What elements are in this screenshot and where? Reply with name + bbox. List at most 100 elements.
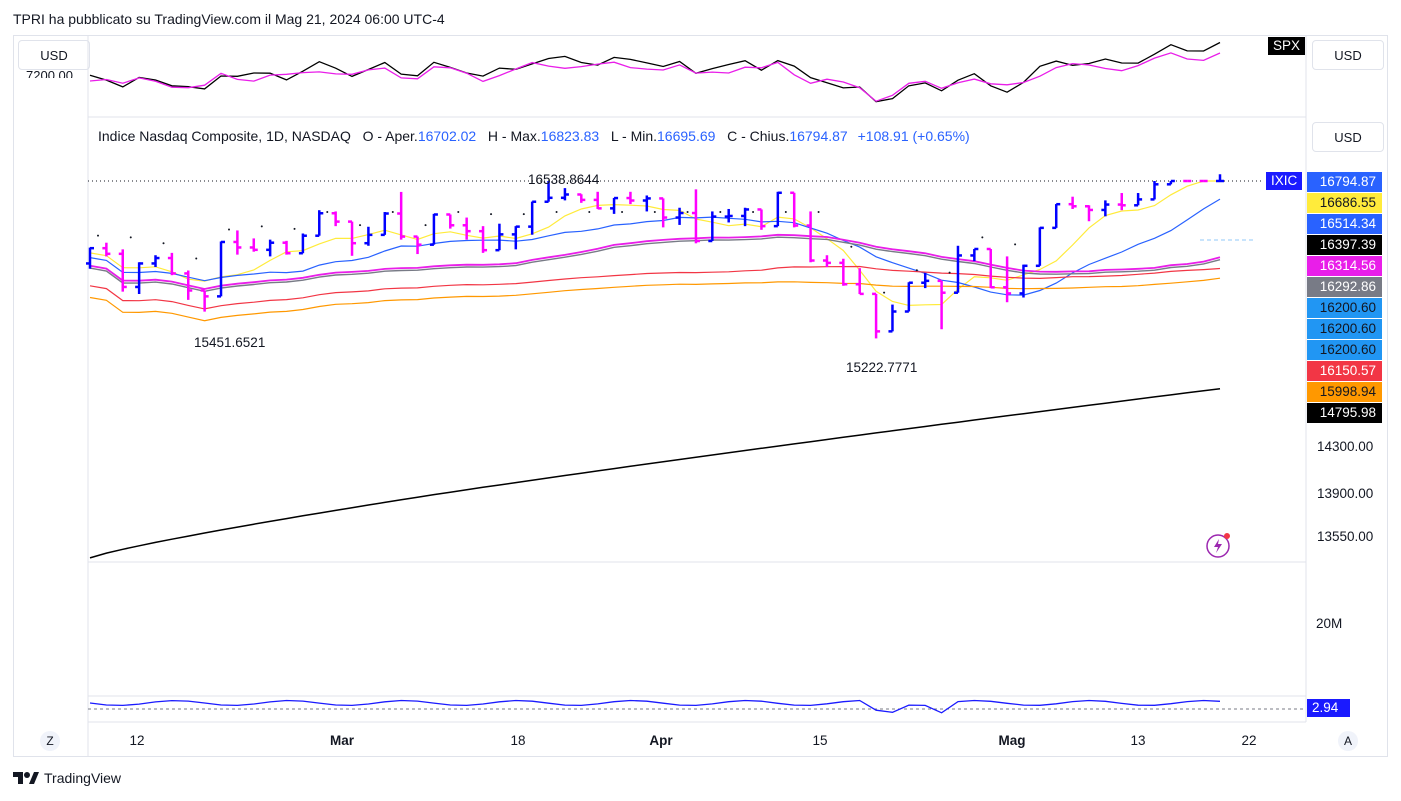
ohlc-bar xyxy=(691,189,700,244)
volume-axis-label: 20M xyxy=(1316,616,1343,631)
ohlc-bar xyxy=(855,268,864,296)
ohlc-bar xyxy=(1035,226,1044,268)
tradingview-logo-icon xyxy=(13,772,39,784)
price-scale-label: 14795.98 xyxy=(1307,403,1382,423)
stop-marker xyxy=(293,227,296,230)
legend-change: +108.91 (+0.65%) xyxy=(857,128,970,144)
legend-high-label: H - Max. xyxy=(487,128,541,144)
ohlc-bar xyxy=(1150,181,1159,201)
ohlc-bar xyxy=(1003,256,1012,303)
stop-marker xyxy=(653,211,656,213)
ohlc-bar xyxy=(921,272,930,289)
high-annotation: 16538.8644 xyxy=(528,172,600,187)
stop-marker xyxy=(915,269,918,272)
y-axis-label: 13550.00 xyxy=(1317,529,1374,544)
lightning-icon[interactable] xyxy=(1205,531,1233,559)
stop-marker xyxy=(784,211,787,213)
ohlc-bar xyxy=(757,208,766,230)
ohlc-bar xyxy=(741,207,750,227)
price-scale-label: 16794.87 xyxy=(1307,172,1382,192)
ohlc-bar xyxy=(659,197,668,228)
stop-marker xyxy=(162,242,165,245)
moving-average-line xyxy=(89,198,1221,296)
indicator-value-label: 2.94 xyxy=(1307,699,1350,717)
ohlc-bar xyxy=(249,238,258,252)
ohlc-bar xyxy=(986,247,995,289)
stop-marker xyxy=(588,211,591,213)
stop-marker xyxy=(1014,243,1017,246)
stop-marker xyxy=(490,213,493,216)
currency-button-main[interactable]: USD xyxy=(1312,122,1384,152)
ohlc-bar xyxy=(217,240,226,298)
timezone-toggle-button[interactable]: Z xyxy=(40,731,60,751)
ohlc-bar xyxy=(167,252,176,276)
tradingview-logo-text: TradingView xyxy=(44,770,122,786)
stop-marker xyxy=(457,211,460,213)
ohlc-bar xyxy=(479,226,488,253)
ohlc-bar xyxy=(1052,202,1061,230)
ohlc-bar xyxy=(577,193,586,203)
moving-average-line xyxy=(89,233,1221,290)
price-scale-label: 16514.34 xyxy=(1307,214,1382,234)
ohlc-bar xyxy=(348,220,357,256)
x-axis-label: Apr xyxy=(649,733,673,748)
ohlc-bar xyxy=(364,226,373,246)
ohlc-bar xyxy=(708,211,717,243)
stop-marker xyxy=(555,211,558,213)
price-scale-label: 16200.60 xyxy=(1307,319,1382,339)
price-scale-label: 16150.57 xyxy=(1307,361,1382,381)
ohlc-bar xyxy=(118,249,127,292)
ohlc-bar xyxy=(462,217,471,240)
ohlc-bar xyxy=(626,191,635,205)
ohlc-bar xyxy=(331,211,340,227)
ohlc-bar xyxy=(298,233,307,255)
price-scale-label: 16292.86 xyxy=(1307,277,1382,297)
x-axis-label: 13 xyxy=(1130,733,1146,748)
ixic-symbol-tag[interactable]: IXIC xyxy=(1266,172,1303,190)
ohlc-bar xyxy=(511,225,520,250)
currency-button-top[interactable]: USD xyxy=(1312,40,1384,70)
ohlc-bar xyxy=(397,191,406,240)
moving-average-line xyxy=(89,265,1221,310)
ohlc-bar xyxy=(151,255,160,267)
y-axis-label: 14300.00 xyxy=(1317,439,1374,454)
x-axis-label: 12 xyxy=(129,733,145,748)
ohlc-bar xyxy=(790,191,799,228)
spx-line xyxy=(89,41,1221,103)
price-scale-label: 15998.94 xyxy=(1307,382,1382,402)
legend-low-value: 16695.69 xyxy=(657,128,716,144)
legend-low-label: L - Min. xyxy=(610,128,658,144)
tradingview-logo[interactable]: TradingView xyxy=(13,770,121,786)
ohlc-bar xyxy=(1134,193,1143,207)
stop-marker xyxy=(391,211,394,213)
comparison-line xyxy=(89,52,1221,102)
ohlc-bar xyxy=(266,239,275,257)
publish-header: TPRI ha pubblicato su TradingView.com il… xyxy=(13,11,445,27)
ohlc-bar xyxy=(953,245,962,294)
spx-symbol-tag[interactable]: SPX xyxy=(1268,37,1306,55)
x-axis-label: Mag xyxy=(998,733,1026,748)
currency-button-left[interactable]: USD xyxy=(18,40,90,70)
ohlc-bar xyxy=(200,289,209,312)
x-axis-label: Mar xyxy=(329,733,355,748)
stop-marker xyxy=(195,257,198,260)
auto-scale-button[interactable]: A xyxy=(1338,731,1358,751)
legend-open-value: 16702.02 xyxy=(417,128,477,144)
price-scale-label: 16314.56 xyxy=(1307,256,1382,276)
ohlc-bar xyxy=(446,213,455,229)
ohlc-bar xyxy=(544,181,553,203)
ohlc-bar xyxy=(773,191,782,228)
top-pane-partial-label: 7200.00 xyxy=(26,68,73,78)
ohlc-bar xyxy=(413,235,422,255)
ohlc-bar xyxy=(495,223,504,252)
low-annotation-feb: 15451.6521 xyxy=(194,335,266,350)
stop-marker xyxy=(850,245,853,248)
ohlc-bar xyxy=(937,279,946,330)
x-axis-label: 15 xyxy=(812,733,828,748)
ohlc-bar xyxy=(1101,200,1110,217)
stop-marker xyxy=(260,225,263,228)
legend-close-label: C - Chius. xyxy=(727,128,790,144)
ohlc-bar xyxy=(315,210,324,237)
stop-marker xyxy=(228,228,231,231)
